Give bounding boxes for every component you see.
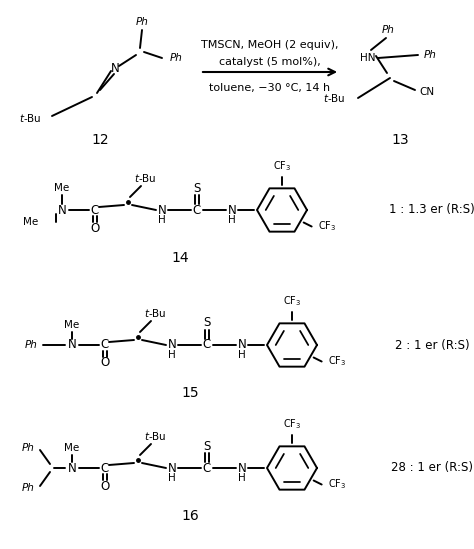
Text: Ph: Ph (22, 483, 35, 493)
Text: 13: 13 (391, 133, 409, 147)
Text: Ph: Ph (424, 50, 437, 60)
Text: $t$-Bu: $t$-Bu (323, 92, 346, 104)
Text: 15: 15 (181, 386, 199, 400)
Text: CN: CN (419, 87, 434, 97)
Text: Ph: Ph (136, 17, 148, 27)
Text: Me: Me (64, 443, 80, 453)
Text: 12: 12 (91, 133, 109, 147)
Text: CF$_3$: CF$_3$ (328, 355, 346, 368)
Text: N: N (228, 204, 237, 216)
Text: CF$_3$: CF$_3$ (273, 159, 291, 173)
Text: C: C (91, 204, 99, 216)
Text: H: H (228, 215, 236, 225)
Text: N: N (110, 61, 119, 75)
Text: H: H (168, 473, 176, 483)
Text: C: C (193, 204, 201, 216)
Text: O: O (91, 221, 100, 234)
Text: Me: Me (64, 320, 80, 330)
Text: $t$-Bu: $t$-Bu (144, 307, 166, 319)
Text: N: N (158, 204, 166, 216)
Text: C: C (203, 339, 211, 351)
Text: H: H (238, 473, 246, 483)
Text: N: N (237, 462, 246, 474)
Text: H: H (238, 350, 246, 360)
Text: C: C (101, 462, 109, 474)
Text: $t$-Bu: $t$-Bu (19, 112, 42, 124)
Text: 1 : 1.3 er (R:S): 1 : 1.3 er (R:S) (389, 204, 474, 216)
Text: N: N (68, 339, 76, 351)
Text: Ph: Ph (170, 53, 183, 63)
Text: H: H (158, 215, 166, 225)
Text: Ph: Ph (382, 25, 394, 35)
Text: CF$_3$: CF$_3$ (283, 417, 301, 431)
Text: O: O (100, 356, 109, 369)
Text: CF$_3$: CF$_3$ (318, 220, 336, 233)
Text: O: O (100, 479, 109, 492)
Text: HN: HN (360, 53, 376, 63)
Text: Ph: Ph (25, 340, 38, 350)
Text: TMSCN, MeOH (2 equiv),: TMSCN, MeOH (2 equiv), (201, 40, 339, 50)
Text: N: N (168, 339, 176, 351)
Text: Me: Me (23, 217, 38, 227)
Text: 16: 16 (181, 509, 199, 523)
Text: CF$_3$: CF$_3$ (283, 294, 301, 308)
Text: CF$_3$: CF$_3$ (328, 478, 346, 491)
Text: N: N (58, 204, 66, 216)
Text: H: H (168, 350, 176, 360)
Text: $t$-Bu: $t$-Bu (134, 172, 156, 184)
Text: Ph: Ph (22, 443, 35, 453)
Text: C: C (203, 462, 211, 474)
Text: $t$-Bu: $t$-Bu (144, 430, 166, 442)
Text: N: N (168, 462, 176, 474)
Text: catalyst (5 mol%),: catalyst (5 mol%), (219, 57, 321, 67)
Text: 28 : 1 er (R:S): 28 : 1 er (R:S) (391, 462, 473, 474)
Text: toluene, −30 °C, 14 h: toluene, −30 °C, 14 h (210, 83, 330, 93)
Text: C: C (101, 339, 109, 351)
Text: 2 : 1 er (R:S): 2 : 1 er (R:S) (395, 339, 469, 351)
Text: 14: 14 (171, 251, 189, 265)
Text: N: N (237, 339, 246, 351)
Text: N: N (68, 462, 76, 474)
Text: S: S (203, 317, 210, 329)
Text: S: S (193, 182, 201, 194)
Text: Me: Me (55, 183, 70, 193)
Text: S: S (203, 440, 210, 452)
